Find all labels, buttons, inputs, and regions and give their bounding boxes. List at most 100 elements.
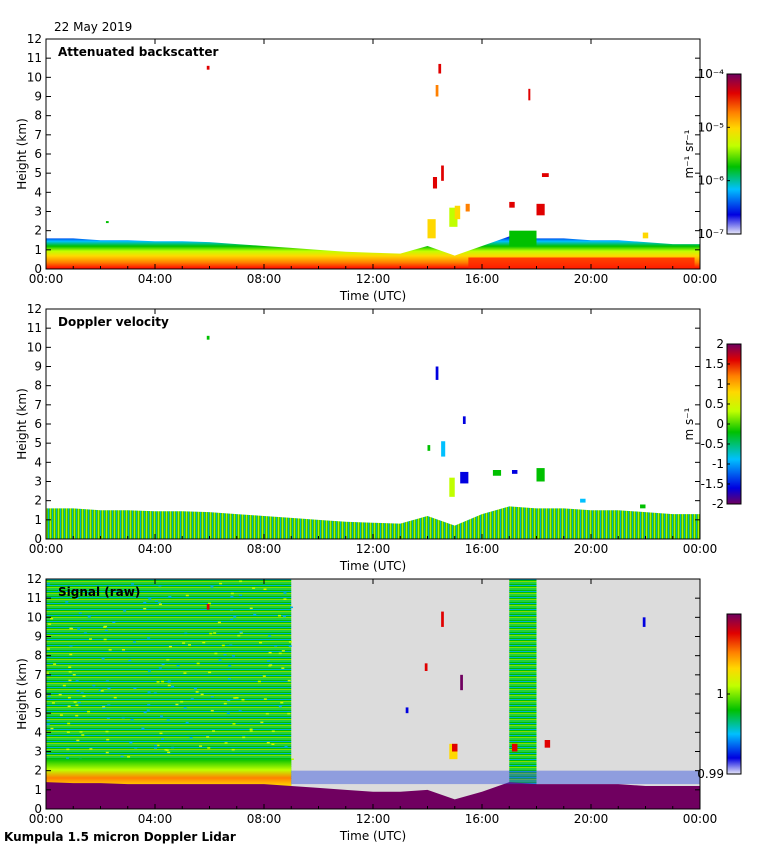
noise-speck: [123, 610, 127, 612]
echo-mark: [441, 441, 446, 457]
noise-speck: [156, 681, 160, 683]
y-axis-label: Height (km): [15, 388, 29, 459]
noise-speck: [207, 747, 211, 749]
noise-speck: [228, 665, 232, 667]
noise-speck: [161, 680, 165, 683]
noise-speck: [229, 609, 233, 611]
noise-speck: [232, 723, 236, 725]
noise-speck: [242, 736, 246, 739]
noise-speck: [167, 681, 171, 683]
x-tick-label: 20:00: [574, 812, 609, 826]
noise-speck: [46, 582, 50, 585]
panel-title: Attenuated backscatter: [58, 45, 218, 59]
noise-speck: [239, 594, 243, 597]
noise-speck: [46, 648, 50, 650]
noise-speck: [168, 596, 172, 598]
noise-speck: [46, 672, 50, 674]
noise-speck: [190, 698, 194, 700]
y-tick-label: 0: [34, 262, 42, 276]
noise-speck: [164, 748, 168, 751]
noise-speck: [214, 652, 218, 655]
noise-speck: [143, 711, 147, 714]
colorbar-tick-label: 10⁻⁶: [698, 174, 725, 188]
colorbar-tick-label: 1: [716, 377, 724, 391]
y-axis-label: Height (km): [15, 658, 29, 729]
x-tick-label: 04:00: [138, 542, 173, 556]
x-axis-label: Time (UTC): [339, 829, 406, 843]
noise-speck: [62, 684, 66, 687]
noise-speck: [230, 596, 234, 598]
noise-speck: [210, 586, 214, 588]
x-tick-label: 00:00: [29, 272, 64, 286]
noise-speck: [77, 701, 81, 704]
noise-speck: [147, 637, 151, 639]
noise-speck: [75, 704, 79, 707]
noise-speck: [265, 712, 269, 715]
x-tick-label: 20:00: [574, 272, 609, 286]
noise-speck: [239, 580, 243, 583]
noise-speck: [167, 680, 171, 682]
noise-speck: [105, 680, 109, 682]
noise-speck: [120, 755, 124, 758]
noise-speck: [121, 716, 125, 719]
echo-mark: [432, 177, 438, 189]
y-tick-label: 9: [34, 630, 42, 644]
noise-speck: [69, 645, 73, 647]
noise-speck: [257, 680, 261, 683]
noise-speck: [175, 703, 179, 706]
cloud-block: [509, 230, 537, 246]
noise-speck: [102, 706, 106, 708]
noise-speck: [67, 722, 71, 725]
echo-mark: [511, 743, 518, 752]
low-signal-band: [46, 759, 292, 786]
noise-speck: [159, 732, 163, 735]
noise-speck: [148, 598, 152, 600]
noise-speck: [89, 748, 93, 750]
noise-speck: [249, 607, 253, 610]
noise-speck: [79, 731, 83, 733]
noise-speck: [210, 709, 214, 712]
x-tick-label: 00:00: [683, 542, 718, 556]
y-tick-label: 7: [34, 128, 42, 142]
noise-speck: [104, 629, 108, 632]
x-tick-label: 00:00: [29, 542, 64, 556]
echo-mark: [460, 471, 469, 484]
echo-mark: [640, 504, 646, 509]
echo-mark: [427, 445, 431, 451]
noise-speck: [161, 738, 165, 740]
noise-speck: [230, 592, 234, 595]
noise-speck: [231, 748, 235, 751]
colorbar: [726, 73, 742, 235]
noise-speck: [252, 587, 256, 589]
y-tick-label: 5: [34, 436, 42, 450]
x-tick-label: 08:00: [247, 542, 282, 556]
noise-speck: [108, 649, 112, 651]
panel-title: Doppler velocity: [58, 315, 169, 329]
noise-speck: [241, 698, 245, 701]
noise-speck: [160, 715, 164, 717]
noise-speck: [157, 602, 161, 604]
noise-speck: [81, 734, 85, 736]
noise-speck: [154, 600, 158, 602]
noise-speck: [176, 664, 180, 667]
noise-speck: [141, 727, 145, 730]
y-tick-label: 5: [34, 706, 42, 720]
noise-speck: [238, 710, 242, 712]
noise-speck: [218, 659, 222, 661]
noise-speck: [263, 698, 267, 700]
noise-speck: [58, 693, 62, 696]
noise-speck: [113, 696, 117, 699]
noise-speck: [147, 691, 151, 693]
noise-speck: [133, 641, 137, 643]
x-tick-label: 16:00: [465, 542, 500, 556]
echo-mark: [105, 221, 109, 224]
noise-speck: [226, 712, 230, 715]
noise-speck: [287, 712, 291, 715]
noise-speck: [143, 601, 147, 604]
noise-speck: [280, 701, 284, 704]
noise-speck: [153, 692, 157, 694]
noise-speck: [262, 675, 266, 677]
echo-mark: [492, 470, 502, 476]
noise-speck: [158, 603, 162, 605]
noise-speck: [232, 654, 236, 657]
